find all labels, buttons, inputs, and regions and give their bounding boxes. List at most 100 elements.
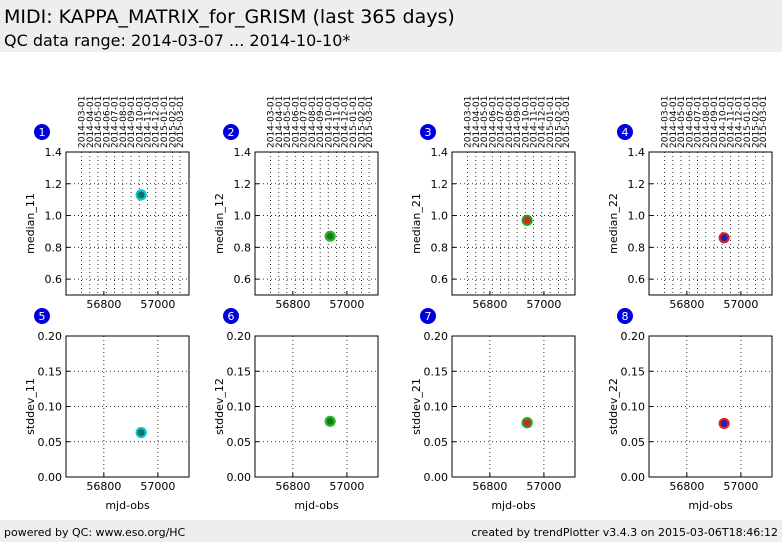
plot-frame [451, 335, 576, 478]
top-tick-label: 2015-01-01 [349, 96, 359, 148]
y-tick-label: 0.00 [38, 471, 63, 484]
x-tick-label: 56800 [472, 480, 507, 493]
x-axis-label: mjd-obs [491, 499, 536, 512]
x-tick-label: 57000 [140, 298, 175, 311]
top-tick-label: 2014-03-01 [77, 96, 87, 148]
y-tick-label: 0.6 [628, 273, 646, 286]
top-tick-label: 2014-05-01 [677, 96, 687, 148]
top-tick-label: 2014-08-01 [119, 96, 129, 148]
y-tick-label: 1.4 [628, 146, 646, 159]
x-tick-label: 57000 [723, 298, 758, 311]
data-point [521, 214, 533, 226]
panel-badge [34, 308, 50, 324]
x-tick-label: 56800 [669, 298, 704, 311]
y-tick-label: 1.2 [45, 178, 63, 191]
panel-number: 4 [622, 126, 629, 139]
top-tick-label: 2014-07-01 [110, 96, 120, 148]
plot-frame [451, 151, 576, 296]
top-tick-label: 2014-06-01 [102, 96, 112, 148]
y-tick-label: 1.2 [628, 178, 646, 191]
panel-number: 3 [425, 126, 432, 139]
top-tick-label: 2014-05-01 [480, 96, 490, 148]
top-tick-label: 2015-03-01 [759, 96, 769, 148]
plot-frame [254, 151, 379, 296]
y-tick-label: 0.10 [621, 401, 646, 414]
panel-badge [34, 124, 50, 140]
x-tick-label: 57000 [329, 480, 364, 493]
panel-number: 6 [228, 310, 235, 323]
top-tick-label: 2014-12-01 [735, 96, 745, 148]
y-tick-label: 0.00 [424, 471, 449, 484]
top-tick-label: 2015-02-01 [358, 96, 368, 148]
panel-badge [223, 124, 239, 140]
top-tick-label: 2014-12-01 [341, 96, 351, 148]
y-tick-label: 0.8 [628, 241, 646, 254]
panel-number: 7 [425, 310, 432, 323]
y-tick-label: 0.10 [227, 401, 252, 414]
y-axis-label: median_11 [24, 193, 37, 254]
panel-number: 1 [39, 126, 46, 139]
x-tick-label: 56800 [86, 298, 121, 311]
panel-number: 5 [39, 310, 46, 323]
top-tick-label: 2014-10-01 [521, 96, 531, 148]
top-tick-label: 2014-06-01 [291, 96, 301, 148]
y-tick-label: 0.20 [38, 330, 63, 343]
plot-frame [648, 151, 773, 296]
panel-badge [617, 308, 633, 324]
top-tick-label: 2014-11-01 [333, 96, 343, 148]
top-tick-label: 2014-07-01 [496, 96, 506, 148]
panel-number: 2 [228, 126, 235, 139]
top-tick-label: 2014-06-01 [685, 96, 695, 148]
top-tick-label: 2014-10-01 [135, 96, 145, 148]
y-tick-label: 0.05 [227, 436, 252, 449]
page-title: MIDI: KAPPA_MATRIX_for_GRISM (last 365 d… [4, 6, 455, 28]
y-tick-label: 0.10 [38, 401, 63, 414]
top-tick-label: 2014-10-01 [324, 96, 334, 148]
top-tick-label: 2015-03-01 [365, 96, 375, 148]
top-tick-label: 2014-12-01 [538, 96, 548, 148]
x-tick-label: 56800 [275, 480, 310, 493]
y-tick-label: 0.20 [227, 330, 252, 343]
top-tick-label: 2014-09-01 [710, 96, 720, 148]
top-tick-label: 2014-11-01 [727, 96, 737, 148]
top-tick-label: 2015-02-01 [752, 96, 762, 148]
page-subtitle: QC data range: 2014-03-07 ... 2014-10-10… [4, 31, 350, 50]
y-tick-label: 0.15 [38, 365, 63, 378]
y-axis-label: stddev_21 [410, 378, 423, 435]
data-point [521, 417, 533, 429]
top-tick-label: 2014-03-01 [463, 96, 473, 148]
panel-badge [420, 308, 436, 324]
top-tick-label: 2014-05-01 [283, 96, 293, 148]
top-tick-label: 2014-04-01 [86, 96, 96, 148]
plot-frame [648, 335, 773, 478]
x-tick-label: 56800 [472, 298, 507, 311]
data-point [135, 189, 147, 201]
top-tick-label: 2014-09-01 [127, 96, 137, 148]
x-axis-label: mjd-obs [105, 499, 150, 512]
y-tick-label: 0.10 [424, 401, 449, 414]
top-tick-label: 2015-03-01 [176, 96, 186, 148]
x-tick-label: 57000 [526, 298, 561, 311]
y-tick-label: 0.05 [424, 436, 449, 449]
top-tick-label: 2015-01-01 [743, 96, 753, 148]
y-tick-label: 0.8 [45, 241, 63, 254]
top-tick-label: 2014-03-01 [660, 96, 670, 148]
y-axis-label: median_12 [213, 193, 226, 254]
footer-right: created by trendPlotter v3.4.3 on 2015-0… [471, 526, 778, 539]
x-tick-label: 57000 [329, 298, 364, 311]
top-tick-label: 2014-09-01 [316, 96, 326, 148]
y-axis-label: median_21 [410, 193, 423, 254]
y-axis-label: median_22 [607, 193, 620, 254]
x-tick-label: 57000 [526, 480, 561, 493]
y-tick-label: 1.0 [431, 210, 449, 223]
footer-left: powered by QC: www.eso.org/HC [4, 526, 186, 539]
x-axis-label: mjd-obs [294, 499, 339, 512]
y-tick-label: 0.6 [431, 273, 449, 286]
x-tick-label: 57000 [140, 480, 175, 493]
y-tick-label: 1.4 [431, 146, 449, 159]
footer-band [0, 520, 782, 542]
top-tick-label: 2014-06-01 [488, 96, 498, 148]
y-tick-label: 0.05 [38, 436, 63, 449]
panel-badge [420, 124, 436, 140]
